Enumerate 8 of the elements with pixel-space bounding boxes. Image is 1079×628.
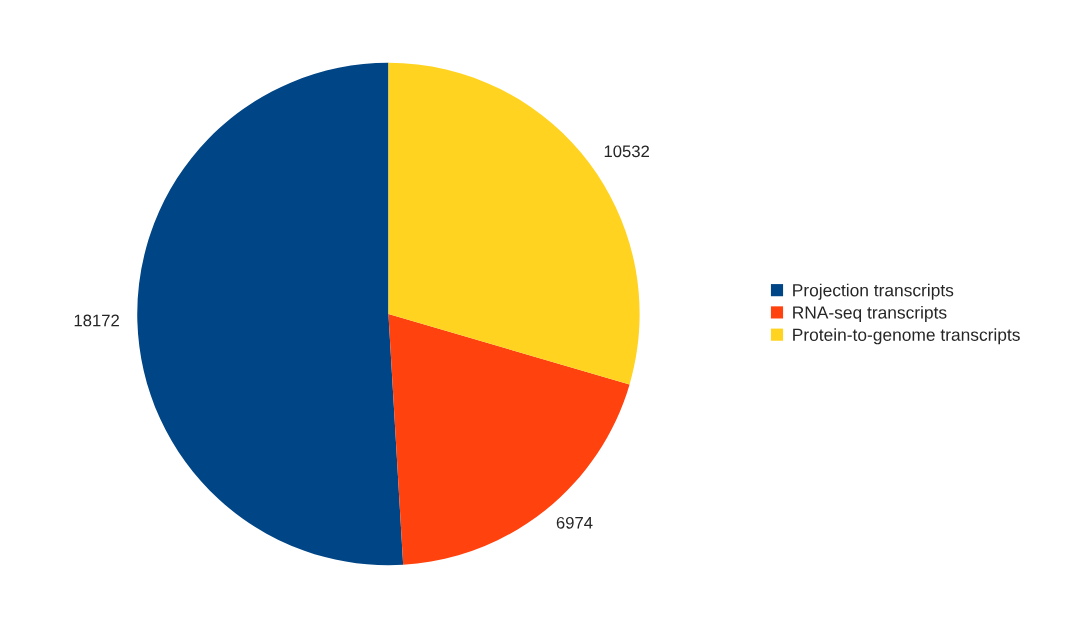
- data-label: 6974: [556, 516, 593, 529]
- data-label: 10532: [604, 145, 649, 158]
- legend-label: Protein-to-genome transcripts: [793, 328, 1020, 345]
- pie-slice: [137, 62, 404, 566]
- legend-label: RNA-seq transcripts: [793, 305, 947, 323]
- pie-slice: [388, 314, 630, 565]
- data-label: 18172: [74, 314, 119, 327]
- legend-label: Projection transcripts: [793, 283, 954, 300]
